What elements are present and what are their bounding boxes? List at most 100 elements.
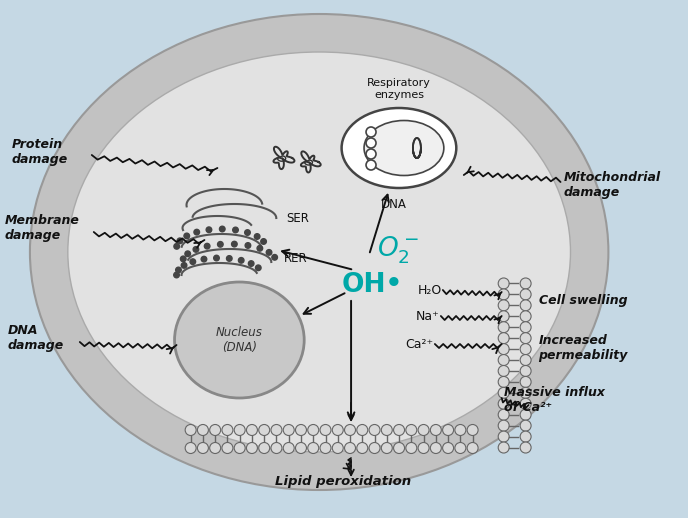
Text: Mitochondrial
damage: Mitochondrial damage — [563, 171, 660, 199]
Circle shape — [332, 424, 343, 436]
Circle shape — [369, 442, 380, 453]
Circle shape — [308, 424, 319, 436]
Circle shape — [234, 424, 245, 436]
Circle shape — [320, 424, 331, 436]
Text: OH•: OH• — [342, 272, 403, 298]
Circle shape — [206, 227, 212, 233]
Circle shape — [498, 333, 509, 343]
Circle shape — [174, 243, 180, 249]
Circle shape — [222, 424, 233, 436]
Circle shape — [520, 300, 531, 311]
Circle shape — [248, 261, 254, 266]
Circle shape — [271, 442, 282, 453]
Circle shape — [320, 442, 331, 453]
Circle shape — [455, 424, 466, 436]
Circle shape — [245, 230, 250, 235]
Circle shape — [210, 424, 221, 436]
Circle shape — [442, 424, 453, 436]
Circle shape — [467, 442, 478, 453]
Circle shape — [498, 398, 509, 409]
Circle shape — [272, 254, 277, 260]
Circle shape — [498, 366, 509, 377]
Circle shape — [381, 424, 392, 436]
Circle shape — [345, 442, 356, 453]
Circle shape — [257, 246, 263, 251]
Circle shape — [283, 442, 294, 453]
Circle shape — [255, 234, 260, 239]
Circle shape — [498, 420, 509, 431]
Circle shape — [455, 442, 466, 453]
Circle shape — [366, 138, 376, 148]
Circle shape — [394, 424, 405, 436]
Circle shape — [406, 442, 417, 453]
Circle shape — [185, 424, 196, 436]
Text: Protein
damage: Protein damage — [12, 138, 68, 166]
Circle shape — [520, 311, 531, 322]
Circle shape — [271, 424, 282, 436]
Circle shape — [498, 278, 509, 289]
Circle shape — [217, 241, 223, 247]
Text: DNA: DNA — [381, 198, 407, 211]
Circle shape — [431, 442, 441, 453]
Ellipse shape — [68, 52, 570, 452]
Circle shape — [520, 366, 531, 377]
Circle shape — [366, 160, 376, 170]
Circle shape — [381, 442, 392, 453]
Circle shape — [520, 409, 531, 420]
Circle shape — [467, 424, 478, 436]
Circle shape — [520, 398, 531, 409]
Circle shape — [366, 149, 376, 159]
Text: Cell swelling: Cell swelling — [539, 294, 627, 307]
Circle shape — [246, 424, 257, 436]
Circle shape — [190, 259, 195, 265]
Circle shape — [332, 442, 343, 453]
Circle shape — [369, 424, 380, 436]
Circle shape — [184, 233, 190, 239]
Circle shape — [197, 442, 208, 453]
Circle shape — [177, 238, 182, 243]
Text: DNA
damage: DNA damage — [8, 324, 64, 352]
Circle shape — [245, 242, 250, 248]
Circle shape — [345, 424, 356, 436]
Ellipse shape — [175, 282, 304, 398]
Text: Massive influx
of Ca²⁺: Massive influx of Ca²⁺ — [504, 386, 605, 414]
Ellipse shape — [364, 121, 444, 176]
Circle shape — [520, 377, 531, 387]
Circle shape — [357, 442, 368, 453]
Circle shape — [498, 442, 509, 453]
Circle shape — [283, 424, 294, 436]
Circle shape — [193, 247, 199, 252]
Circle shape — [520, 289, 531, 300]
Circle shape — [498, 431, 509, 442]
Circle shape — [418, 442, 429, 453]
Circle shape — [197, 424, 208, 436]
Circle shape — [175, 267, 181, 273]
Circle shape — [498, 387, 509, 398]
Circle shape — [520, 442, 531, 453]
Circle shape — [246, 442, 257, 453]
Circle shape — [520, 322, 531, 333]
Circle shape — [266, 250, 272, 255]
Circle shape — [520, 333, 531, 343]
Text: Na⁺: Na⁺ — [416, 309, 440, 323]
Circle shape — [194, 229, 200, 235]
Circle shape — [180, 256, 186, 262]
Text: Increased
permeability: Increased permeability — [539, 334, 628, 362]
Circle shape — [498, 354, 509, 366]
Circle shape — [259, 442, 270, 453]
Circle shape — [232, 241, 237, 247]
Circle shape — [222, 442, 233, 453]
Circle shape — [418, 424, 429, 436]
Circle shape — [239, 257, 244, 263]
Circle shape — [185, 251, 191, 256]
Text: $O_2^-$: $O_2^-$ — [377, 234, 419, 266]
Circle shape — [234, 442, 245, 453]
Circle shape — [366, 127, 376, 137]
Circle shape — [520, 354, 531, 366]
Circle shape — [498, 409, 509, 420]
Circle shape — [498, 300, 509, 311]
Circle shape — [520, 278, 531, 289]
Circle shape — [181, 263, 187, 268]
Circle shape — [219, 226, 225, 232]
Text: RER: RER — [284, 252, 308, 265]
